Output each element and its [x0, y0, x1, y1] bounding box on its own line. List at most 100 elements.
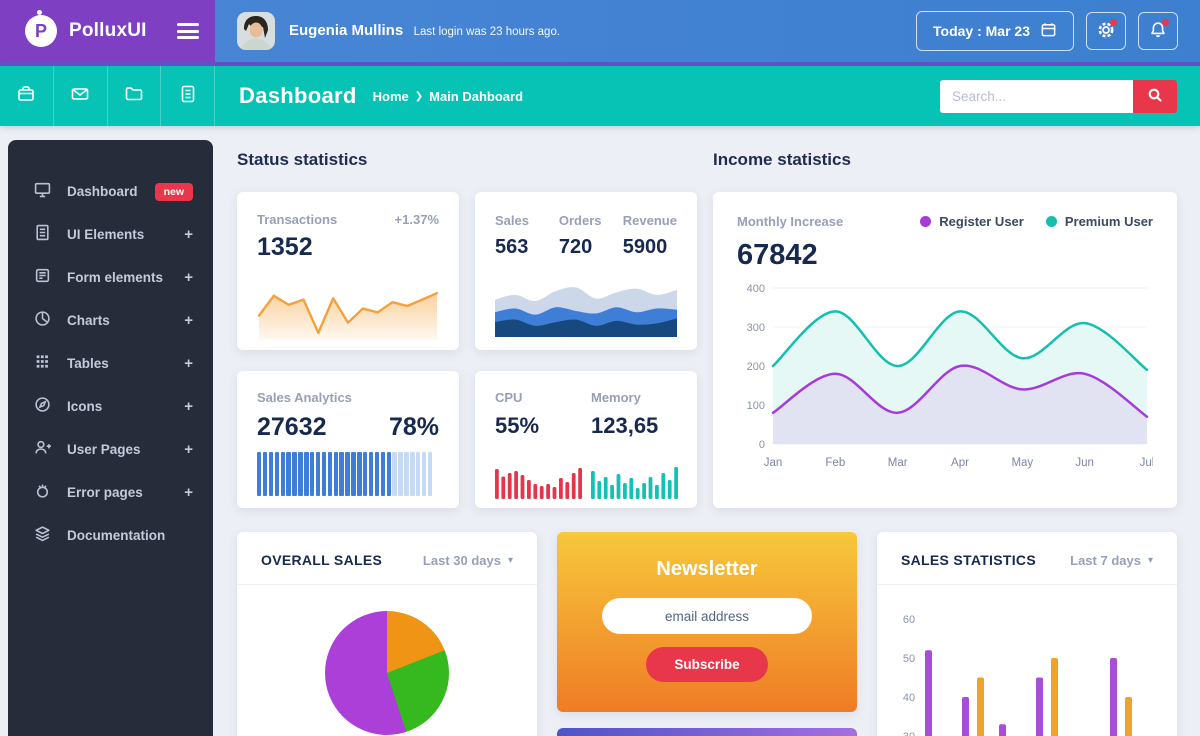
plus-icon[interactable]: +	[184, 312, 193, 329]
strip-bar	[321, 452, 327, 496]
plus-icon[interactable]: +	[184, 269, 193, 286]
strip-bar	[374, 452, 380, 496]
page-toolbar: Dashboard Home ❯ Main Dahboard	[0, 66, 1200, 126]
overall-sales-range-dropdown[interactable]: Last 30 days ▾	[422, 552, 513, 568]
sidebar-label: Tables	[67, 356, 109, 371]
search-icon	[1146, 86, 1164, 107]
sidebar-item-error-pages[interactable]: Error pages +	[8, 471, 213, 514]
sales-statistics-card: SALES STATISTICS Last 7 days ▾ 60 50 40 30	[877, 532, 1177, 736]
sidebar: Dashboard new UI Elements + Form element…	[8, 140, 213, 736]
legend-dot-teal	[1045, 216, 1057, 227]
date-button[interactable]: Today : Mar 23	[916, 11, 1074, 51]
income-line-chart: 0 100 200 300 400 Jan Feb Mar Apr May Jun Jul	[747, 283, 1153, 469]
sales-analytics-label: Sales Analytics	[257, 390, 352, 405]
transactions-card: Transactions +1.37% 1352	[237, 192, 459, 350]
newsletter-title: Newsletter	[656, 558, 758, 580]
sidebar-item-charts[interactable]: Charts +	[8, 299, 213, 342]
income-statistics-card: Monthly Increase Register User Premium U…	[713, 192, 1177, 508]
svg-text:100: 100	[747, 400, 765, 412]
date-button-label: Today : Mar 23	[933, 23, 1030, 39]
header-accent-strip	[0, 62, 1200, 66]
cpu-memory-card: CPU 55% Memory 123,65	[475, 371, 697, 508]
mail-icon	[70, 84, 90, 109]
svg-text:30: 30	[903, 731, 915, 736]
svg-text:Jan: Jan	[764, 457, 783, 469]
search-input[interactable]	[940, 79, 1133, 113]
strip-bar	[268, 452, 274, 496]
hamburger-menu-icon[interactable]	[177, 20, 199, 43]
sales-label: Sales	[495, 213, 529, 228]
svg-text:300: 300	[747, 322, 765, 334]
briefcase-icon	[16, 84, 36, 109]
strip-bar	[427, 452, 433, 496]
sales-statistics-range-dropdown[interactable]: Last 7 days ▾	[1070, 552, 1153, 568]
transactions-value: 1352	[257, 233, 313, 261]
revenue-label: Revenue	[622, 213, 677, 228]
svg-text:Jun: Jun	[1075, 457, 1094, 469]
svg-text:Apr: Apr	[951, 457, 969, 469]
strip-bar	[357, 452, 362, 496]
svg-text:40: 40	[903, 692, 915, 704]
strip-bar	[398, 452, 403, 496]
notifications-button[interactable]	[1138, 12, 1178, 50]
app-header: P PolluxUI Eugenia Mullins Last login wa…	[0, 0, 1200, 62]
sidebar-item-documentation[interactable]: Documentation	[8, 514, 213, 557]
transactions-delta: +1.37%	[394, 212, 439, 227]
revenue-value: 5900	[622, 236, 668, 258]
legend-register-user: Register User	[920, 214, 1024, 229]
sales-orders-revenue-card: Sales 563 Orders 720 Revenue 5900	[475, 192, 697, 350]
settings-button[interactable]	[1086, 12, 1126, 50]
strip-bar	[333, 452, 338, 496]
status-section-title: Status statistics	[237, 150, 368, 169]
orders-value: 720	[558, 236, 593, 258]
svg-text:0: 0	[759, 439, 765, 451]
strip-bar	[345, 452, 350, 496]
sidebar-item-dashboard[interactable]: Dashboard new	[8, 170, 213, 213]
folder-quicklink[interactable]	[108, 66, 162, 126]
breadcrumb-current: Main Dahboard	[429, 88, 524, 104]
header-right: Eugenia Mullins Last login was 23 hours …	[215, 0, 1200, 62]
plus-icon[interactable]: +	[184, 226, 193, 243]
chevron-down-icon: ▾	[1147, 554, 1153, 566]
strip-bar	[304, 452, 309, 496]
monthly-increase-label: Monthly Increase	[737, 214, 844, 229]
plus-icon[interactable]: +	[184, 398, 193, 415]
gear-icon	[1096, 20, 1116, 43]
breadcrumb-home[interactable]: Home	[372, 88, 409, 104]
newsletter-email-input[interactable]	[602, 598, 812, 634]
sidebar-item-tables[interactable]: Tables +	[8, 342, 213, 385]
layers-icon	[34, 525, 51, 547]
strip-bar	[368, 452, 374, 496]
cpu-value: 55%	[495, 413, 540, 438]
sidebar-label: Documentation	[67, 528, 166, 543]
search-button[interactable]	[1133, 79, 1177, 113]
strip-bar	[392, 452, 397, 496]
sales-analytics-value: 27632	[257, 413, 327, 441]
plus-icon[interactable]: +	[184, 355, 193, 372]
settings-notification-dot	[1110, 19, 1117, 26]
subscribe-button[interactable]: Subscribe	[646, 647, 768, 682]
briefcase-quicklink[interactable]	[0, 66, 54, 126]
svg-text:50: 50	[903, 653, 915, 665]
svg-text:60: 60	[903, 614, 915, 626]
plus-icon[interactable]: +	[184, 484, 193, 501]
avatar[interactable]	[237, 12, 275, 50]
form-icon	[34, 267, 51, 289]
svg-text:Jul: Jul	[1140, 457, 1153, 469]
search-box	[940, 79, 1177, 113]
sidebar-item-icons[interactable]: Icons +	[8, 385, 213, 428]
strip-bar	[339, 452, 344, 496]
page-title: Dashboard	[239, 83, 357, 108]
mail-quicklink[interactable]	[54, 66, 108, 126]
sidebar-item-ui-elements[interactable]: UI Elements +	[8, 213, 213, 256]
sidebar-item-form-elements[interactable]: Form elements +	[8, 256, 213, 299]
strip-bar	[310, 452, 315, 496]
document-quicklink[interactable]	[161, 66, 215, 126]
memory-value: 123,65	[591, 413, 659, 438]
sidebar-item-user-pages[interactable]: User Pages +	[8, 428, 213, 471]
transactions-sparkline-chart	[257, 292, 439, 340]
overall-sales-pie-chart	[325, 611, 449, 735]
plus-icon[interactable]: +	[184, 441, 193, 458]
strip-bar	[380, 452, 386, 496]
